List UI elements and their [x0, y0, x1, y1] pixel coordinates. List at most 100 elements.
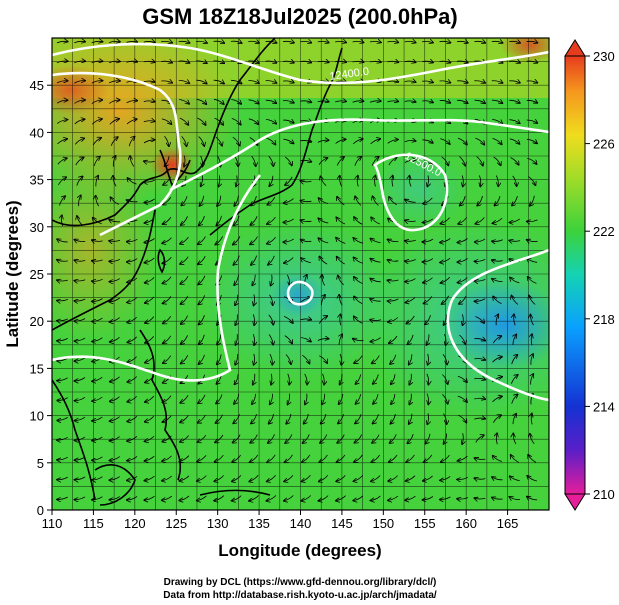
y-tick-label: 35	[30, 173, 44, 188]
contour-label-12400: 12400.0	[329, 66, 370, 83]
wind-arrow	[285, 454, 293, 463]
wind-arrow	[511, 355, 518, 365]
wind-arrow	[108, 81, 120, 84]
wind-arrow	[109, 476, 120, 481]
wind-vectors	[57, 41, 538, 501]
y-tick-label: 5	[37, 456, 44, 471]
wind-arrow	[513, 414, 516, 425]
wind-arrow	[372, 355, 380, 364]
wind-arrow	[300, 160, 311, 162]
wind-arrow	[163, 375, 172, 383]
coast-philippines	[139, 329, 182, 481]
wind-arrow	[388, 495, 399, 500]
wind-arrow	[56, 120, 67, 124]
colorbar-top-triangle	[564, 39, 586, 57]
wind-arrow	[271, 274, 273, 286]
wind-arrow	[404, 81, 416, 82]
wind-arrow	[526, 120, 538, 123]
wind-arrow	[352, 139, 363, 145]
wind-arrow	[303, 434, 310, 443]
wind-arrow	[127, 376, 137, 383]
wind-arrow	[305, 275, 307, 286]
wind-arrow	[181, 136, 187, 146]
wind-arrow	[265, 81, 277, 83]
wind-arrow	[322, 393, 325, 405]
wind-arrow	[92, 456, 103, 461]
wind-arrow	[75, 337, 86, 341]
wind-arrow	[370, 337, 381, 342]
wind-arrow	[369, 41, 381, 42]
wind-arrow	[143, 41, 155, 42]
wind-arrow	[110, 336, 120, 342]
wind-arrow	[197, 495, 207, 501]
colorbar-tick-label: 230	[593, 49, 615, 64]
wind-arrow	[199, 334, 205, 344]
colorbar-tick-label: 218	[593, 312, 615, 327]
wind-arrow	[127, 297, 138, 303]
wind-arrow	[284, 156, 292, 166]
wind-arrow	[126, 61, 137, 62]
wind-arrow	[57, 417, 68, 420]
wind-arrow	[234, 394, 240, 404]
y-axis-ticks: 0 5 10 15 20 25 30 35 40 45	[30, 78, 52, 518]
wind-arrow	[74, 299, 86, 301]
wind-arrow	[339, 334, 342, 345]
wind-arrow	[254, 353, 255, 365]
wind-arrow	[110, 197, 119, 205]
wind-arrow	[387, 280, 399, 281]
wind-arrow	[144, 198, 155, 203]
wind-arrow	[460, 196, 466, 206]
wind-arrow	[444, 314, 447, 326]
wind-arrow	[459, 334, 465, 344]
wind-arrow	[162, 495, 173, 500]
wind-arrow	[75, 357, 86, 361]
wind-arrow	[405, 278, 416, 282]
wind-arrow	[462, 175, 463, 187]
wind-arrow	[492, 497, 503, 499]
wind-arrow	[269, 175, 273, 186]
y-tick-label: 30	[30, 220, 44, 235]
wind-arrow	[179, 117, 189, 125]
wind-arrow	[441, 156, 449, 166]
wind-arrow	[479, 175, 480, 187]
wind-arrow	[422, 496, 434, 500]
wind-arrow	[353, 339, 364, 341]
wind-arrow	[251, 155, 256, 166]
wind-arrow	[282, 41, 294, 42]
wind-arrow	[458, 414, 466, 422]
wind-arrow	[197, 455, 207, 461]
wind-arrow	[457, 395, 467, 402]
wind-arrow	[423, 277, 433, 283]
wind-arrow	[510, 476, 520, 481]
wind-arrow	[440, 238, 451, 243]
field-blue-east	[445, 280, 549, 370]
wind-arrow	[492, 377, 502, 383]
wind-arrow	[407, 433, 414, 443]
wind-arrow	[355, 196, 362, 206]
wind-arrow	[282, 61, 294, 63]
wind-arrow	[163, 196, 172, 204]
wind-arrow	[213, 61, 225, 63]
wind-arrow	[92, 337, 103, 342]
wind-arrow	[235, 354, 238, 365]
wind-arrow	[302, 354, 309, 363]
wind-arrow	[57, 397, 68, 401]
wind-arrow	[126, 101, 138, 104]
wind-arrow	[130, 156, 135, 167]
wind-arrow	[57, 158, 67, 165]
x-tick-label: 110	[42, 516, 63, 531]
wind-arrow	[57, 260, 68, 262]
wind-arrow	[511, 455, 519, 463]
wind-arrow	[336, 157, 344, 166]
wind-arrow	[144, 495, 155, 500]
wind-arrow	[179, 495, 190, 501]
x-tick-label: 125	[165, 516, 187, 531]
wind-arrow	[337, 257, 345, 265]
wind-arrow	[109, 496, 121, 500]
wind-arrow	[145, 336, 155, 343]
wind-arrow	[405, 260, 416, 262]
wind-arrow	[252, 393, 256, 404]
wind-arrow	[526, 81, 538, 83]
contour-south-arc	[52, 174, 262, 382]
wind-arrow	[405, 240, 416, 241]
